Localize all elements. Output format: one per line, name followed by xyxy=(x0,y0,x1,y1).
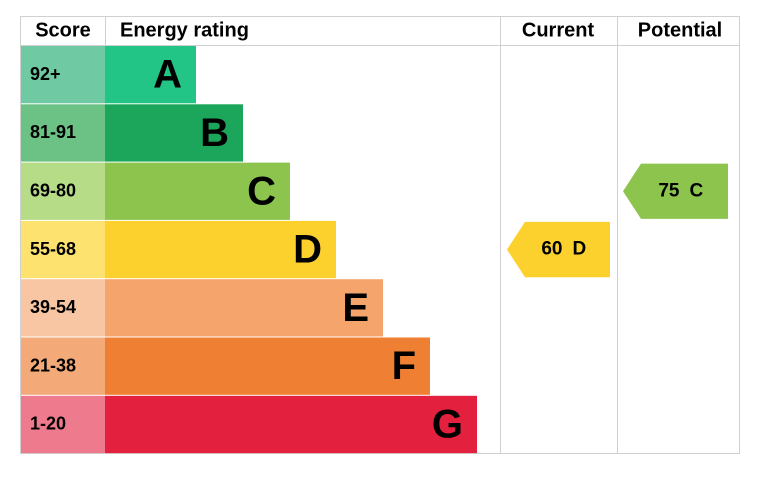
score-label: 1-20 xyxy=(30,414,66,434)
rating-bar xyxy=(105,279,383,337)
rating-letter: B xyxy=(200,111,229,155)
score-label: 21-38 xyxy=(30,355,76,375)
score-label: 39-54 xyxy=(30,297,76,317)
current-letter: D xyxy=(573,239,587,260)
rating-bar xyxy=(105,337,430,395)
potential-letter: C xyxy=(690,180,704,201)
score-cell xyxy=(21,104,105,162)
rating-letter: E xyxy=(342,286,369,330)
score-cell xyxy=(21,395,105,454)
rating-bar xyxy=(105,395,477,454)
potential-arrow xyxy=(623,163,728,219)
header-potential: Potential xyxy=(638,19,722,41)
header-score: Score xyxy=(35,19,91,41)
score-label: 81-91 xyxy=(30,122,76,142)
header-current: Current xyxy=(522,19,595,41)
potential-value: 75 xyxy=(658,180,680,201)
rating-bar xyxy=(105,162,290,220)
score-label: 92+ xyxy=(30,64,61,84)
rating-letter: F xyxy=(392,344,416,388)
rating-letter: G xyxy=(432,403,463,447)
current-value: 60 xyxy=(541,239,562,260)
score-cell xyxy=(21,46,105,104)
score-label: 69-80 xyxy=(30,181,76,201)
rating-letter: D xyxy=(293,228,322,272)
rating-letter: A xyxy=(153,53,182,97)
score-label: 55-68 xyxy=(30,239,76,259)
rating-bar xyxy=(105,220,336,279)
rating-bar xyxy=(105,46,196,104)
rating-letter: C xyxy=(247,169,276,213)
score-cell xyxy=(21,279,105,337)
current-arrow xyxy=(507,221,610,278)
score-cell xyxy=(21,162,105,220)
score-cell xyxy=(21,220,105,279)
score-cell xyxy=(21,337,105,395)
rating-bar xyxy=(105,104,243,162)
header-rating: Energy rating xyxy=(120,19,249,41)
